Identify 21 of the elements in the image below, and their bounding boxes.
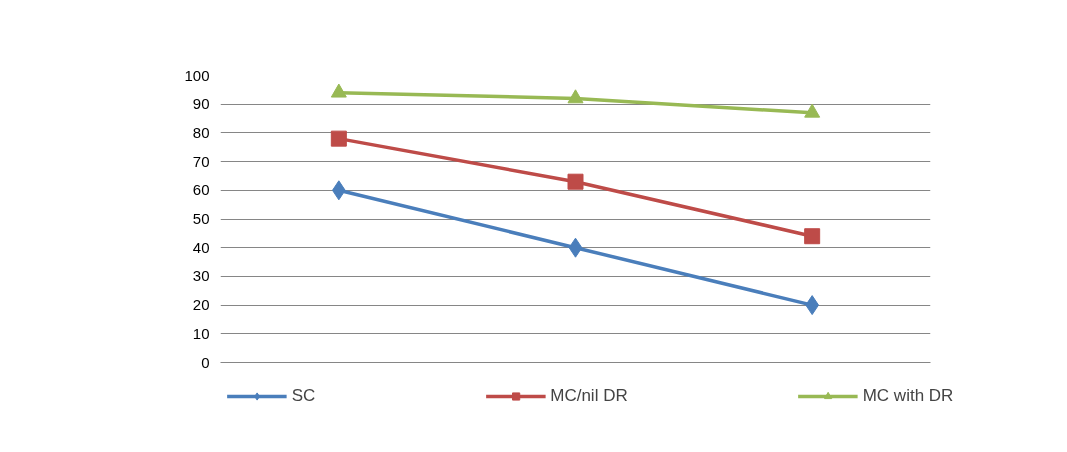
y-tick-label: 30 <box>192 267 210 285</box>
y-tick-label: 50 <box>192 210 210 227</box>
point <box>567 89 584 104</box>
legend-label: MC with DR <box>862 386 954 406</box>
y-tick-label: 10 <box>192 324 210 342</box>
y-tick-label: 60 <box>192 181 210 199</box>
legend-label: SC <box>291 386 316 406</box>
y-tick-label: 70 <box>192 152 210 170</box>
point <box>330 83 347 98</box>
y-tick-label: 20 <box>192 296 210 314</box>
y-tick-label: 90 <box>192 95 210 113</box>
y-tick-label: 100 <box>184 66 210 84</box>
y-tick-label: 40 <box>192 238 210 256</box>
point <box>330 130 347 147</box>
point <box>567 173 584 190</box>
point <box>568 237 583 258</box>
point <box>804 103 821 118</box>
point <box>804 228 821 245</box>
y-tick-label: 0 <box>201 353 210 371</box>
legend-label: MC/nil DR <box>550 386 628 406</box>
y-tick-label: 80 <box>192 123 210 141</box>
